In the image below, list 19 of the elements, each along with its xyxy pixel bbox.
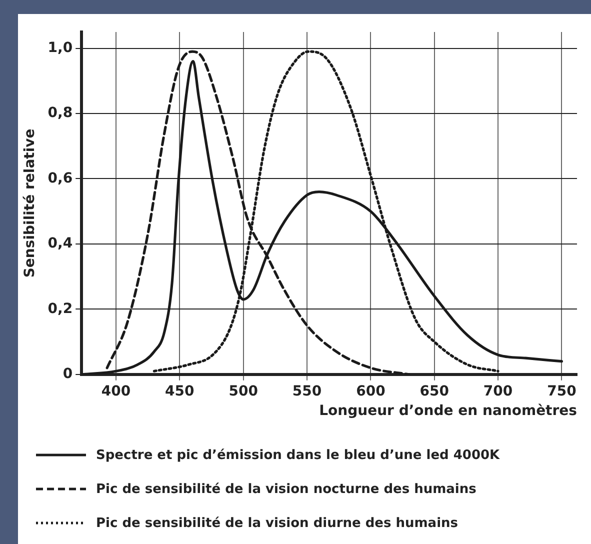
x-tick-label: 700: [483, 383, 513, 400]
y-tick-label: 1,0: [48, 40, 73, 56]
x-tick-label: 600: [356, 383, 386, 400]
x-tick-label: 550: [292, 383, 322, 400]
x-tick-label: 500: [228, 383, 258, 400]
y-axis-title: Sensibilité relative: [22, 128, 38, 278]
legend-label: Spectre et pic d’émission dans le bleu d’une led 4000K: [96, 448, 500, 462]
legend-label: Pic de sensibilité de la vision nocturne des humains: [96, 482, 476, 496]
y-tick-label: 0,4: [48, 236, 73, 252]
legend-label: Pic de sensibilité de la vision diurne des humains: [96, 516, 458, 530]
y-tick-label: 0,8: [48, 105, 73, 122]
x-axis-title: Longueur d’onde en nanomètres: [319, 403, 577, 420]
x-tick-label: 450: [165, 383, 195, 400]
y-tick-label: 0,6: [48, 170, 73, 186]
x-tick-label: 400: [101, 383, 131, 400]
y-tick-label: 0,2: [48, 300, 73, 317]
x-tick-label: 750: [547, 383, 577, 400]
y-tick-label: 0: [62, 366, 73, 382]
x-tick-label: 650: [420, 383, 450, 400]
